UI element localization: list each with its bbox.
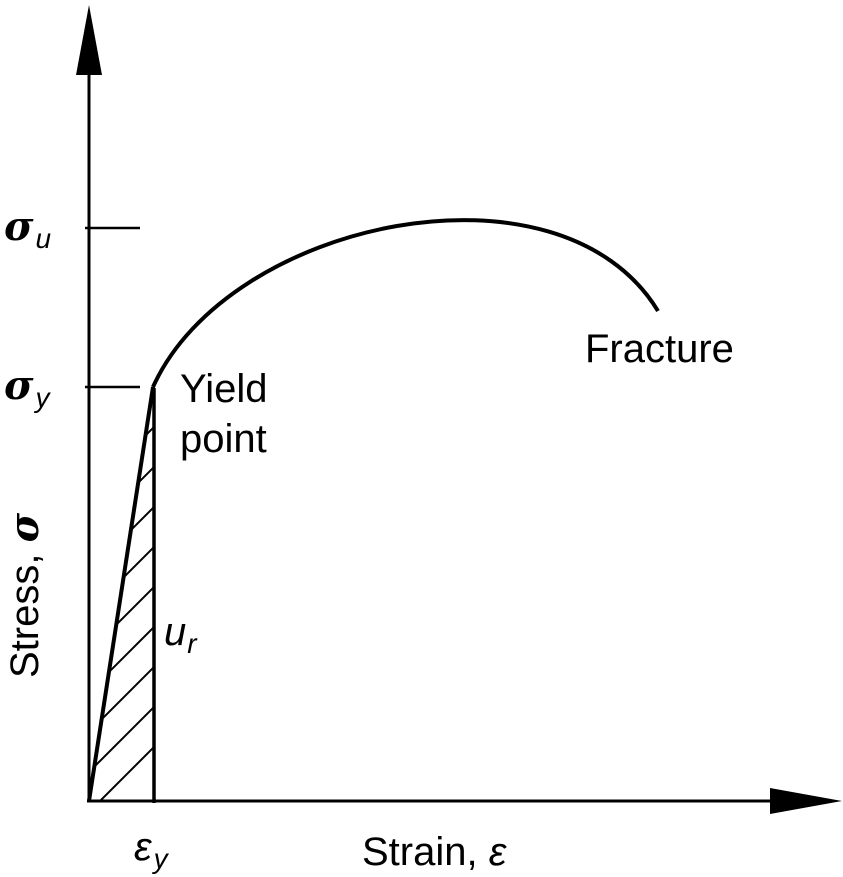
label-epsilon-y: εy [134, 825, 170, 874]
resilience-symbol: u [164, 610, 186, 654]
sigma-y-symbol: σ [4, 362, 34, 409]
yield-point-label-line1: Yield [180, 367, 267, 411]
resilience-label: ur [164, 610, 198, 659]
x-axis-label-text: Strain, [362, 830, 489, 874]
y-axis-arrowhead [76, 5, 102, 75]
y-axis-label-text: Stress, [3, 542, 47, 678]
y-axis-title: Stress, σ [1, 512, 48, 678]
label-sigma-y: σy [4, 362, 52, 413]
stress-strain-curve [151, 218, 660, 388]
x-axis-arrowhead [770, 788, 842, 814]
resilience-subscript: r [187, 628, 198, 659]
x-axis-label-symbol: ε [489, 830, 508, 874]
fracture-label: Fracture [585, 327, 734, 371]
x-axis-title: Strain, ε [362, 830, 508, 874]
sigma-u-symbol: σ [4, 203, 34, 250]
elastic-line [87, 386, 155, 802]
y-axis-label-symbol: σ [1, 512, 48, 542]
sigma-y-subscript: y [34, 382, 52, 413]
epsilon-y-symbol: ε [134, 825, 153, 869]
yield-point-label-line2: point [180, 417, 267, 461]
label-sigma-u: σu [4, 203, 52, 254]
sigma-u-subscript: u [36, 223, 52, 254]
epsilon-y-subscript: y [152, 843, 170, 874]
